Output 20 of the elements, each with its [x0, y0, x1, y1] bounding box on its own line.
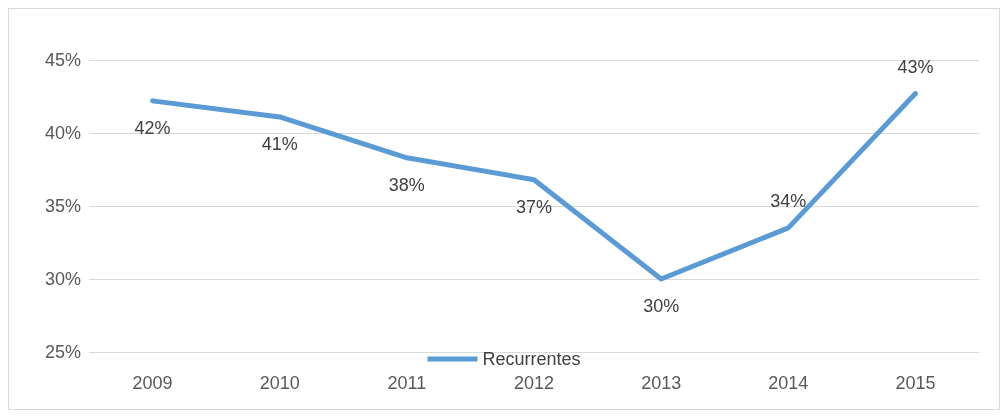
data-label: 41% — [261, 133, 298, 154]
y-tick-label: 45% — [44, 50, 81, 70]
x-tick-label: 2011 — [387, 373, 427, 393]
x-tick-label: 2012 — [513, 373, 555, 393]
data-label: 34% — [770, 190, 807, 211]
x-tick-label: 2013 — [641, 373, 682, 393]
x-tick-label: 2009 — [132, 373, 173, 393]
y-tick-label: 25% — [44, 342, 81, 362]
data-label: 42% — [134, 117, 171, 138]
y-tick-label: 35% — [44, 196, 81, 216]
y-tick-label: 40% — [44, 123, 81, 143]
x-tick-label: 2015 — [895, 373, 936, 393]
y-tick-label: 30% — [44, 269, 81, 289]
data-label: 30% — [643, 296, 680, 316]
data-label: 38% — [388, 174, 425, 195]
legend-label: Recurrentes — [482, 349, 581, 369]
data-label: 43% — [897, 56, 934, 77]
x-tick-label: 2014 — [768, 373, 809, 393]
x-tick-label: 2010 — [259, 373, 300, 393]
data-label: 37% — [515, 196, 553, 217]
